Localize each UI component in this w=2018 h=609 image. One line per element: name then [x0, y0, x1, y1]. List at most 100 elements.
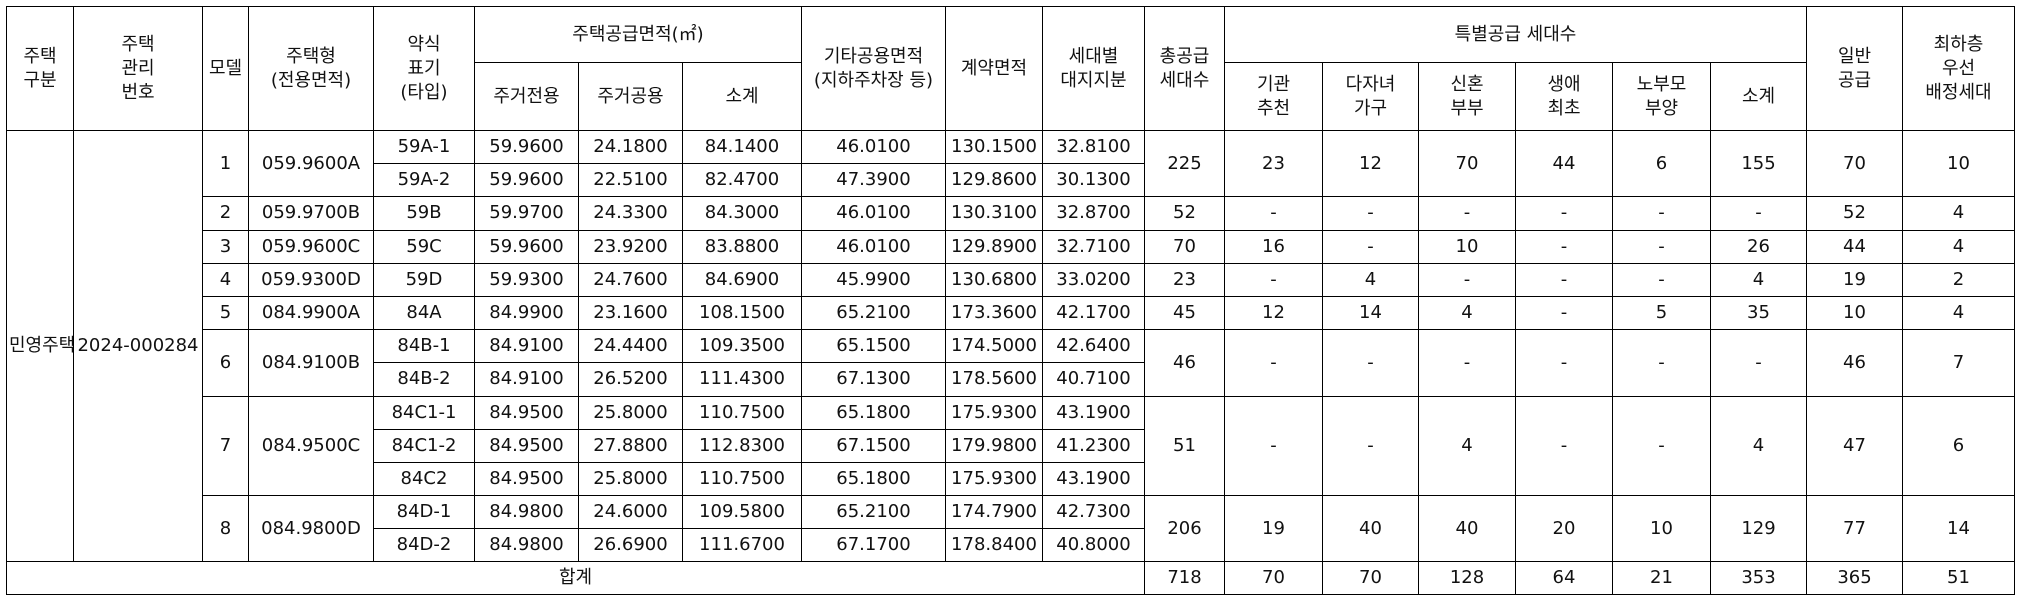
multi-child-cell: -	[1322, 329, 1419, 397]
header-special-supply: 특별공급 세대수	[1224, 6, 1807, 63]
other-common-area-cell: 67.1300	[801, 362, 946, 397]
header-contract-area: 계약면적	[945, 6, 1043, 131]
special-subtotal-cell: 26	[1710, 229, 1807, 264]
land-share-cell: 42.6400	[1042, 329, 1145, 364]
table-header: 주택 구분 주택 관리 번호 모델 주택형 (전용면적) 약식 표기 (타입) 주택공급면적…	[6, 6, 2015, 131]
residential-common-cell: 27.8800	[578, 428, 683, 463]
table-row: 민영주택 2024-000284 1 059.9600A 59A-1 59.9600 24.…	[6, 129, 2015, 563]
contract-area-cell: 129.8600	[945, 163, 1043, 198]
type-name-cell: 84A	[373, 295, 475, 331]
lowest-floor-cell: 2	[1902, 262, 2015, 297]
housing-type-cell: 059.9700B	[248, 196, 374, 231]
land-share-cell: 43.1900	[1042, 395, 1145, 430]
newlywed-cell: 10	[1418, 229, 1516, 264]
table-row: 6 084.9100B 84B-1 84.9100 24.4400 109.3500 65.…	[7, 329, 2015, 397]
housing-type-cell: 059.9600C	[248, 229, 374, 264]
general-supply-cell: 77	[1806, 495, 1903, 563]
header-supply-area: 주택공급면적(㎡)	[474, 6, 802, 63]
land-share-cell: 42.7300	[1042, 495, 1145, 530]
area-subtotal-cell: 110.7500	[682, 395, 802, 430]
first-life-cell: -	[1515, 229, 1613, 264]
header-housing-type: 주택형 (전용면적)	[248, 6, 374, 131]
residential-exclusive-cell: 84.9800	[474, 495, 579, 530]
contract-area-cell: 129.8900	[945, 229, 1043, 264]
special-subtotal-cell: 4	[1710, 395, 1807, 497]
table-row: 84D-2 84.9800 26.6900 111.6700 67.1700 178.84…	[7, 528, 2015, 563]
other-common-area-cell: 65.1500	[801, 329, 946, 364]
contract-area-cell: 175.9300	[945, 461, 1043, 497]
residential-common-cell: 24.3300	[578, 196, 683, 231]
residential-exclusive-cell: 84.9500	[474, 395, 579, 430]
totals-multi-child: 70	[1322, 561, 1419, 596]
elderly-parent-cell: 10	[1612, 495, 1711, 563]
newlywed-cell: 70	[1418, 129, 1516, 198]
elderly-parent-cell: 6	[1612, 129, 1711, 198]
residential-common-cell: 26.6900	[578, 528, 683, 563]
lowest-floor-cell: 10	[1902, 129, 2015, 198]
housing-type-cell: 084.9100B	[248, 329, 374, 397]
multi-child-cell: -	[1322, 196, 1419, 231]
elderly-parent-cell: -	[1612, 329, 1711, 397]
model-cell: 2	[202, 196, 249, 231]
type-name-cell: 84C1-1	[373, 395, 475, 430]
residential-common-cell: 25.8000	[578, 461, 683, 497]
area-subtotal-cell: 83.8800	[682, 229, 802, 264]
table-row: 84B-2 84.9100 26.5200 111.4300 67.1300 178.56…	[7, 362, 2015, 397]
header-area-subtotal: 소계	[682, 62, 802, 131]
type-name-cell: 84C1-2	[373, 428, 475, 463]
type-name-cell: 59B	[373, 196, 475, 231]
residential-common-cell: 24.1800	[578, 129, 683, 165]
housing-type-cell: 084.9900A	[248, 295, 374, 331]
multi-child-cell: 4	[1322, 262, 1419, 297]
residential-exclusive-cell: 59.9600	[474, 229, 579, 264]
area-subtotal-cell: 84.1400	[682, 129, 802, 165]
model-cell: 7	[202, 395, 249, 497]
elderly-parent-cell: -	[1612, 395, 1711, 497]
newlywed-cell: 4	[1418, 295, 1516, 331]
table-row: 84C2 84.9500 25.8000 110.7500 65.1800 175.930…	[7, 461, 2015, 497]
lowest-floor-cell: 4	[1902, 229, 2015, 264]
elderly-parent-cell: 5	[1612, 295, 1711, 331]
land-share-cell: 41.2300	[1042, 428, 1145, 463]
institution-cell: -	[1224, 262, 1323, 297]
newlywed-cell: 4	[1418, 395, 1516, 497]
total-supply-cell: 23	[1144, 262, 1225, 297]
lowest-floor-cell: 14	[1902, 495, 2015, 563]
residential-common-cell: 23.9200	[578, 229, 683, 264]
elderly-parent-cell: -	[1612, 262, 1711, 297]
other-common-area-cell: 45.9900	[801, 262, 946, 297]
general-supply-cell: 44	[1806, 229, 1903, 264]
table-row: 84C1-2 84.9500 27.8800 112.8300 67.1500 179.9…	[7, 428, 2015, 463]
type-name-cell: 84B-1	[373, 329, 475, 364]
other-common-area-cell: 46.0100	[801, 229, 946, 264]
contract-area-cell: 173.3600	[945, 295, 1043, 331]
residential-common-cell: 23.1600	[578, 295, 683, 331]
total-supply-cell: 45	[1144, 295, 1225, 331]
general-supply-cell: 10	[1806, 295, 1903, 331]
total-supply-cell: 51	[1144, 395, 1225, 497]
residential-exclusive-cell: 59.9300	[474, 262, 579, 297]
general-supply-cell: 52	[1806, 196, 1903, 231]
table-row: 8 084.9800D 84D-1 84.9800 24.6000 109.5800 65.…	[7, 495, 2015, 563]
contract-area-cell: 178.5600	[945, 362, 1043, 397]
area-subtotal-cell: 111.6700	[682, 528, 802, 563]
residential-exclusive-cell: 84.9100	[474, 329, 579, 364]
model-cell: 4	[202, 262, 249, 297]
header-newlywed: 신혼 부부	[1418, 62, 1516, 131]
other-common-area-cell: 65.2100	[801, 295, 946, 331]
first-life-cell: -	[1515, 395, 1613, 497]
header-management-no: 주택 관리 번호	[73, 6, 203, 131]
other-common-area-cell: 65.1800	[801, 461, 946, 497]
type-name-cell: 84B-2	[373, 362, 475, 397]
residential-common-cell: 26.5200	[578, 362, 683, 397]
multi-child-cell: 12	[1322, 129, 1419, 198]
land-share-cell: 42.1700	[1042, 295, 1145, 331]
institution-cell: -	[1224, 196, 1323, 231]
totals-general-supply: 365	[1806, 561, 1903, 596]
totals-elderly-parent: 21	[1612, 561, 1711, 596]
table-footer: 합계 718 70 70 128 64 21 353 365 51	[6, 561, 2015, 596]
total-supply-cell: 206	[1144, 495, 1225, 563]
lowest-floor-cell: 6	[1902, 395, 2015, 497]
table-row: 3 059.9600C 59C 59.9600 23.9200 83.8800 46.010…	[7, 229, 2015, 264]
housing-supply-table: 주택 구분 주택 관리 번호 모델 주택형 (전용면적) 약식 표기 (타입) 주택공급면적…	[6, 6, 2015, 596]
